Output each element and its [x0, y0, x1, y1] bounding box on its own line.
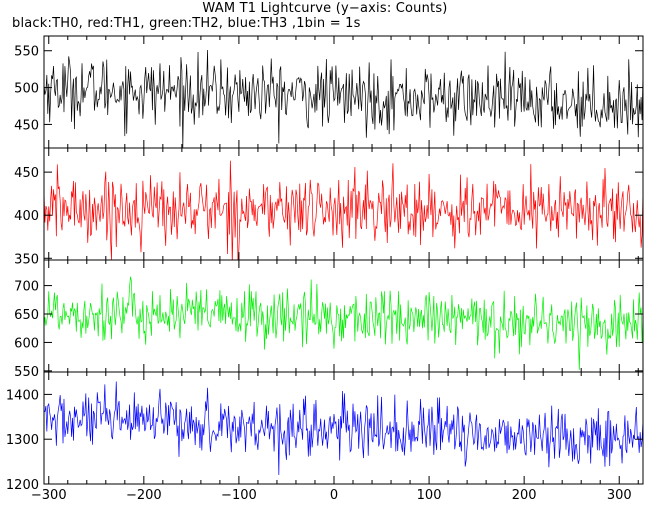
- x-tick-label-6: 300: [607, 488, 632, 503]
- y-tick-label-2-1: 600: [14, 336, 39, 351]
- y-tick-label-0-2: 550: [14, 45, 39, 60]
- y-tick-label-2-2: 650: [14, 308, 39, 323]
- x-tick-label-2: −100: [221, 488, 257, 503]
- y-tick-label-2-3: 700: [14, 280, 39, 295]
- series-line-2: [44, 276, 643, 370]
- y-tick-label-3-2: 1400: [6, 388, 39, 403]
- x-tick-label-3: 0: [330, 488, 338, 503]
- y-tick-label-3-1: 1300: [6, 433, 39, 448]
- x-tick-label-1: −200: [126, 488, 162, 503]
- series-line-1: [44, 160, 643, 260]
- panel-frame-3: [43, 371, 644, 485]
- x-tick-label-4: 100: [417, 488, 442, 503]
- y-tick-label-1-1: 400: [14, 209, 39, 224]
- y-tick-label-0-0: 450: [14, 118, 39, 133]
- x-tick-label-5: 200: [512, 488, 537, 503]
- series-line-0: [44, 49, 643, 148]
- panel-frame-2: [43, 259, 644, 373]
- y-tick-label-1-2: 450: [14, 166, 39, 181]
- series-line-3: [44, 381, 643, 475]
- x-tick-label-0: −300: [31, 488, 67, 503]
- y-tick-label-3-0: 1200: [6, 478, 39, 493]
- chart-subtitle: black:TH0, red:TH1, green:TH2, blue:TH3 …: [12, 16, 361, 31]
- y-tick-label-0-1: 500: [14, 82, 39, 97]
- chart-title: WAM T1 Lightcurve (y−axis: Counts): [202, 1, 448, 16]
- y-tick-label-1-0: 350: [14, 252, 39, 267]
- y-tick-label-2-0: 550: [14, 365, 39, 380]
